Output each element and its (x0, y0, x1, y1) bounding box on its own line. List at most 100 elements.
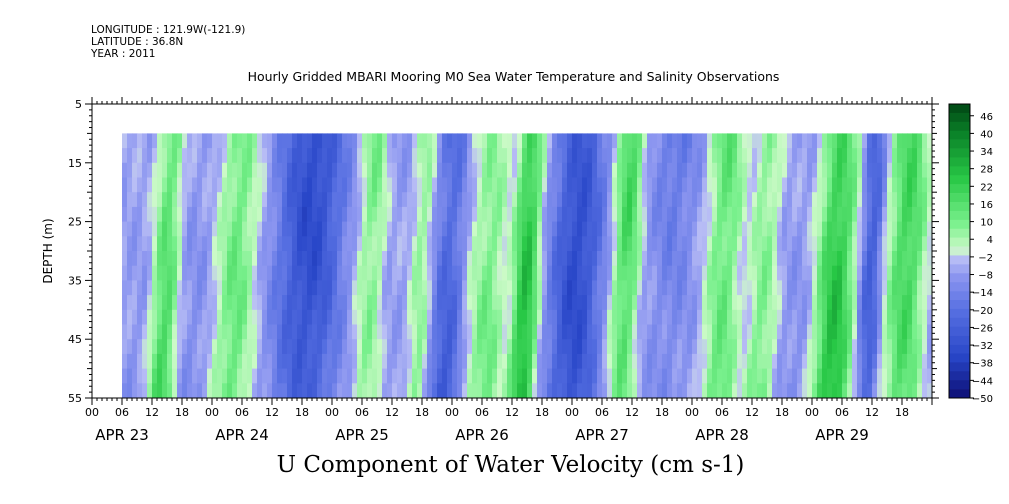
heatmap-cell (437, 162, 443, 179)
heatmap-cell (632, 280, 638, 296)
heatmap-cell (507, 148, 513, 164)
heatmap-cell (427, 324, 433, 340)
heatmap-cell (617, 221, 623, 237)
heatmap-cell (482, 251, 488, 267)
heatmap-cell (707, 295, 713, 311)
heatmap-cell (497, 192, 503, 208)
heatmap-cell (632, 177, 638, 193)
heatmap-cell (307, 368, 313, 384)
heatmap-cell (372, 383, 378, 398)
heatmap-cell (912, 280, 918, 296)
heatmap-cell (667, 221, 673, 237)
heatmap-cell (127, 236, 133, 252)
heatmap-cell (397, 324, 403, 340)
heatmap-cell (262, 309, 268, 326)
heatmap-cell (472, 339, 478, 355)
heatmap-cell (787, 339, 793, 355)
heatmap-cell (142, 368, 148, 384)
heatmap-cell (797, 148, 803, 164)
heatmap-cell (922, 192, 928, 208)
heatmap-cell (497, 133, 503, 149)
heatmap-cell (597, 236, 603, 252)
heatmap-cell (507, 309, 513, 326)
heatmap-cell (252, 177, 258, 193)
heatmap-cell (767, 309, 773, 326)
heatmap-cell (297, 353, 303, 370)
heatmap-cell (787, 162, 793, 179)
heatmap-cell (607, 324, 613, 340)
heatmap-cell (487, 192, 493, 208)
heatmap-cell (257, 265, 263, 281)
heatmap-cell (172, 177, 178, 193)
heatmap-cell (227, 265, 233, 281)
heatmap-cell (427, 162, 433, 179)
heatmap-cell (487, 148, 493, 164)
heatmap-cell (687, 280, 693, 296)
heatmap-cell (237, 280, 243, 296)
heatmap-cell (912, 177, 918, 193)
heatmap-cell (597, 295, 603, 311)
heatmap-cell (337, 251, 343, 267)
heatmap-cell (682, 177, 688, 193)
heatmap-cell (912, 133, 918, 149)
heatmap-cell (402, 280, 408, 296)
heatmap-cell (917, 221, 923, 237)
heatmap-cell (357, 206, 363, 223)
heatmap-cell (917, 368, 923, 384)
heatmap-cell (202, 236, 208, 252)
heatmap-cell (747, 280, 753, 296)
heatmap-cell (357, 368, 363, 384)
heatmap-cell (432, 339, 438, 355)
heatmap-cell (162, 353, 168, 370)
heatmap-cell (212, 265, 218, 281)
heatmap-cell (132, 353, 138, 370)
heatmap-cell (837, 265, 843, 281)
heatmap-cell (927, 265, 932, 281)
heatmap-cell (267, 251, 273, 267)
heatmap-cell (492, 133, 498, 149)
heatmap-cell (472, 280, 478, 296)
heatmap-cell (852, 177, 858, 193)
heatmap-cell (542, 221, 548, 237)
heatmap-cell (262, 295, 268, 311)
heatmap-cell (637, 265, 643, 281)
heatmap-cell (647, 339, 653, 355)
heatmap-cell (482, 206, 488, 223)
heatmap-cell (382, 339, 388, 355)
axes: 00 06 12 18 00 06 12 18 00 06 12 18 00 06 12 18 00 06 12 18… (68, 97, 939, 444)
heatmap-cell (837, 236, 843, 252)
heatmap-cell (422, 133, 428, 149)
heatmap-cell (127, 133, 133, 149)
heatmap-cell (702, 309, 708, 326)
heatmap-cell (567, 251, 573, 267)
heatmap-cell (362, 251, 368, 267)
heatmap-cell (897, 280, 903, 296)
colorbar-label: −50 (972, 394, 993, 405)
heatmap-cell (462, 280, 468, 296)
heatmap-cell (437, 177, 443, 193)
heatmap-cell (737, 206, 743, 223)
heatmap-cell (162, 265, 168, 281)
heatmap-cell (792, 353, 798, 370)
heatmap-cell (487, 339, 493, 355)
heatmap-cell (762, 280, 768, 296)
heatmap-cell (797, 309, 803, 326)
heatmap-cell (857, 339, 863, 355)
heatmap-cell (382, 148, 388, 164)
heatmap-cell (827, 162, 833, 179)
heatmap-cell (237, 295, 243, 311)
heatmap-cell (237, 148, 243, 164)
heatmap-cell (522, 265, 528, 281)
heatmap-cell (432, 295, 438, 311)
heatmap-cell (502, 309, 508, 326)
heatmap-cell (422, 368, 428, 384)
heatmap-cell (272, 353, 278, 370)
heatmap-cell (502, 236, 508, 252)
heatmap-cell (322, 206, 328, 223)
heatmap-cell (882, 383, 888, 398)
heatmap-cell (132, 206, 138, 223)
heatmap-cell (897, 265, 903, 281)
heatmap-cell (707, 339, 713, 355)
heatmap-cell (312, 148, 318, 164)
heatmap-cell (852, 192, 858, 208)
